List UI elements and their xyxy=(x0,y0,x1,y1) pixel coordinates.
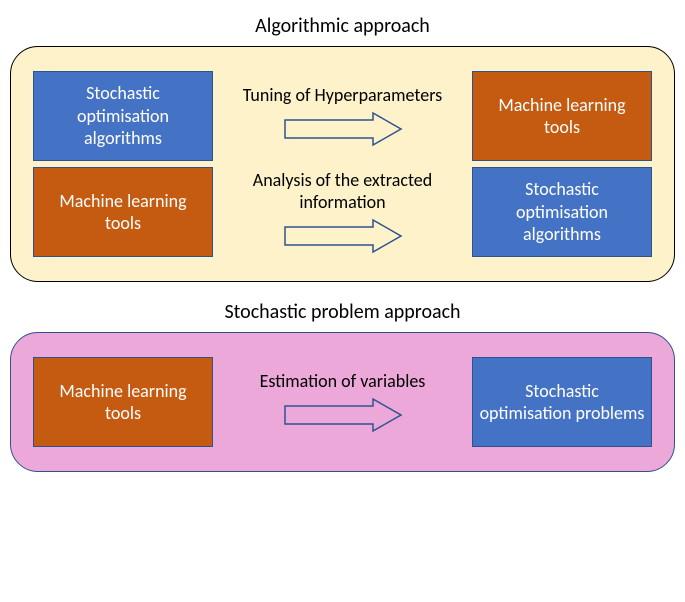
section-title-stochastic: Stochastic problem approach xyxy=(10,300,675,324)
box-stochastic-opt-alg: Stochastic optimisation algorithms xyxy=(33,71,213,161)
arrow-right-icon xyxy=(283,397,403,433)
box-ml-tools: Machine learning tools xyxy=(33,167,213,257)
mid-estimation: Estimation of variables xyxy=(213,371,472,433)
box-ml-tools: Machine learning tools xyxy=(472,71,652,161)
panel-algorithmic: Stochastic optimisation algorithms Tunin… xyxy=(10,46,675,282)
row-analysis: Machine learning tools Analysis of the e… xyxy=(33,167,652,257)
panel-stochastic: Machine learning tools Estimation of var… xyxy=(10,332,675,472)
box-stochastic-opt-alg: Stochastic optimisation algorithms xyxy=(472,167,652,257)
row-tuning: Stochastic optimisation algorithms Tunin… xyxy=(33,71,652,161)
label-analysis: Analysis of the extracted information xyxy=(223,170,462,213)
box-stochastic-opt-prob: Stochastic optimisation problems xyxy=(472,357,652,447)
section-title-algorithmic: Algorithmic approach xyxy=(10,14,675,38)
label-estimation: Estimation of variables xyxy=(260,371,426,393)
arrow-right-icon xyxy=(283,218,403,254)
mid-tuning: Tuning of Hyperparameters xyxy=(213,85,472,147)
mid-analysis: Analysis of the extracted information xyxy=(213,170,472,253)
row-estimation: Machine learning tools Estimation of var… xyxy=(33,357,652,447)
box-ml-tools: Machine learning tools xyxy=(33,357,213,447)
label-tuning: Tuning of Hyperparameters xyxy=(243,85,442,107)
arrow-right-icon xyxy=(283,111,403,147)
